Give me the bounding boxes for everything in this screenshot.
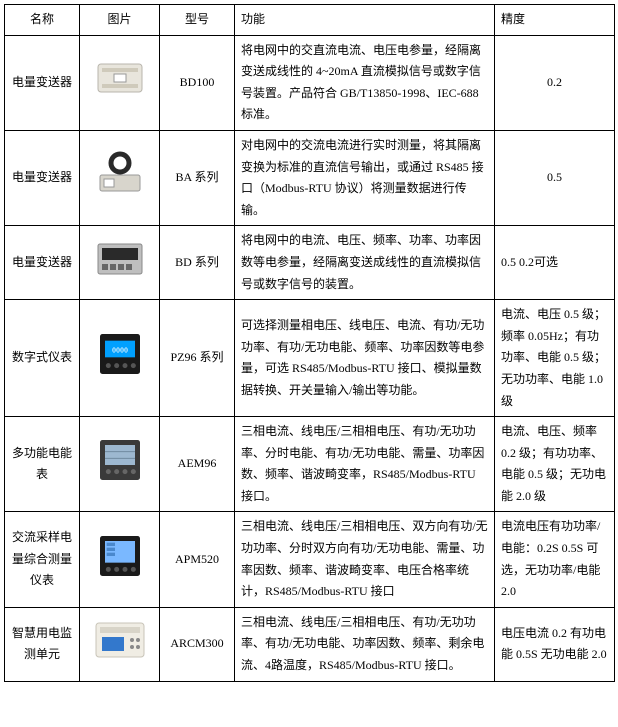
cell-name: 交流采样电量综合测量仪表 bbox=[5, 512, 80, 607]
cell-name: 多功能电能表 bbox=[5, 417, 80, 512]
cell-model: BA 系列 bbox=[160, 130, 235, 225]
table-row: 多功能电能表 AEM96 三相电流、线电压/三相相电压、有功/无功功率、分时电能… bbox=[5, 417, 615, 512]
header-name: 名称 bbox=[5, 5, 80, 36]
cell-image: 0000 bbox=[80, 300, 160, 417]
bd100-icon bbox=[90, 54, 150, 104]
table-row: 电量变送器 BD100 将电网中的交直流电流、电压电参量，经隔离变送成线性的 4… bbox=[5, 35, 615, 130]
apm520-icon bbox=[90, 531, 150, 581]
pz96-icon: 0000 bbox=[90, 329, 150, 379]
header-image: 图片 bbox=[80, 5, 160, 36]
bd-icon bbox=[90, 234, 150, 284]
cell-name: 数字式仪表 bbox=[5, 300, 80, 417]
cell-name: 智慧用电监测单元 bbox=[5, 607, 80, 681]
ba-icon bbox=[90, 149, 150, 199]
cell-function: 对电网中的交流电流进行实时测量，将其隔离变换为标准的直流信号输出，或通过 RS4… bbox=[235, 130, 495, 225]
header-function: 功能 bbox=[235, 5, 495, 36]
cell-function: 三相电流、线电压/三相相电压、有功/无功功率、有功/无功电能、功率因数、频率、剩… bbox=[235, 607, 495, 681]
table-row: 电量变送器 BD 系列 将电网中的电流、电压、频率、功率、功率因数等电参量，经隔… bbox=[5, 226, 615, 300]
header-precision: 精度 bbox=[495, 5, 615, 36]
svg-text:0000: 0000 bbox=[111, 347, 127, 355]
cell-name: 电量变送器 bbox=[5, 226, 80, 300]
cell-precision: 电流电压有功功率/电能：0.2S 0.5S 可选，无功功率/电能 2.0 bbox=[495, 512, 615, 607]
cell-precision: 电压电流 0.2 有功电能 0.5S 无功电能 2.0 bbox=[495, 607, 615, 681]
cell-name: 电量变送器 bbox=[5, 35, 80, 130]
cell-model: PZ96 系列 bbox=[160, 300, 235, 417]
cell-image bbox=[80, 417, 160, 512]
cell-model: BD100 bbox=[160, 35, 235, 130]
aem96-icon bbox=[90, 435, 150, 485]
cell-precision: 0.5 0.2可选 bbox=[495, 226, 615, 300]
cell-function: 三相电流、线电压/三相相电压、双方向有功/无功功率、分时双方向有功/无功电能、需… bbox=[235, 512, 495, 607]
cell-function: 三相电流、线电压/三相相电压、有功/无功功率、分时电能、有功/无功电能、需量、功… bbox=[235, 417, 495, 512]
cell-precision: 电流、电压、频率 0.2 级；有功功率、电能 0.5 级；无功电能 2.0 级 bbox=[495, 417, 615, 512]
cell-model: BD 系列 bbox=[160, 226, 235, 300]
cell-function: 可选择测量相电压、线电压、电流、有功/无功功率、有功/无功电能、频率、功率因数等… bbox=[235, 300, 495, 417]
cell-function: 将电网中的交直流电流、电压电参量，经隔离变送成线性的 4~20mA 直流模拟信号… bbox=[235, 35, 495, 130]
arcm300-icon bbox=[90, 615, 150, 665]
device-spec-table: 名称 图片 型号 功能 精度 电量变送器 BD100 将电网中的交直流电流、电压… bbox=[4, 4, 615, 682]
cell-image bbox=[80, 512, 160, 607]
cell-image bbox=[80, 607, 160, 681]
cell-model: AEM96 bbox=[160, 417, 235, 512]
table-row: 智慧用电监测单元 ARCM300 三相电流、线电压/三相相电压、有功/无功功率、… bbox=[5, 607, 615, 681]
header-model: 型号 bbox=[160, 5, 235, 36]
cell-model: ARCM300 bbox=[160, 607, 235, 681]
cell-name: 电量变送器 bbox=[5, 130, 80, 225]
cell-function: 将电网中的电流、电压、频率、功率、功率因数等电参量，经隔离变送成线性的直流模拟信… bbox=[235, 226, 495, 300]
cell-image bbox=[80, 35, 160, 130]
cell-precision: 0.2 bbox=[495, 35, 615, 130]
cell-model: APM520 bbox=[160, 512, 235, 607]
cell-image bbox=[80, 130, 160, 225]
cell-image bbox=[80, 226, 160, 300]
cell-precision: 电流、电压 0.5 级；频率 0.05Hz；有功功率、电能 0.5 级；无功功率… bbox=[495, 300, 615, 417]
table-row: 交流采样电量综合测量仪表 APM520 三相电流、线电压/三相相电压、双方向有功… bbox=[5, 512, 615, 607]
cell-precision: 0.5 bbox=[495, 130, 615, 225]
table-row: 数字式仪表 0000 PZ96 系列 可选择测量相电压、线电压、电流、有功/无功… bbox=[5, 300, 615, 417]
table-row: 电量变送器 BA 系列 对电网中的交流电流进行实时测量，将其隔离变换为标准的直流… bbox=[5, 130, 615, 225]
table-header-row: 名称 图片 型号 功能 精度 bbox=[5, 5, 615, 36]
